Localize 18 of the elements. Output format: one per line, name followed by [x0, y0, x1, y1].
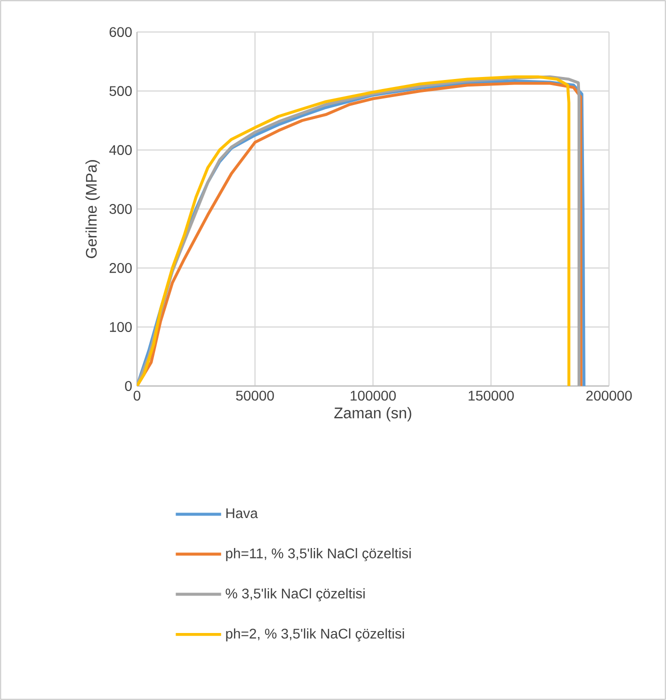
legend-label: ph=11, % 3,5'lik NaCl çözeltisi: [226, 548, 411, 562]
y-tick-label: 100: [110, 322, 132, 332]
x-axis-title: Zaman (sn): [334, 407, 412, 422]
y-tick-label: 200: [110, 263, 132, 273]
x-tick-label: 0: [134, 390, 140, 401]
x-tick-label: 100000: [350, 390, 396, 401]
y-tick-label: 500: [109, 86, 132, 96]
y-tick-label: 600: [110, 27, 132, 37]
x-tick-label: 200000: [586, 390, 632, 401]
y-axis-title: Gerilme (MPa): [85, 160, 100, 258]
x-tick-label: 50000: [236, 390, 274, 401]
y-tick-label: 400: [109, 145, 132, 155]
legend-label: % 3,5'lik NaCl çözeltisi: [226, 588, 365, 602]
legend-label: Hava: [226, 508, 258, 518]
y-tick-label: 300: [109, 204, 132, 214]
y-tick-label: 0: [125, 381, 132, 391]
legend-label: ph=2, % 3,5'lik NaCl çözeltisi: [226, 628, 404, 642]
x-tick-label: 150000: [468, 390, 514, 401]
